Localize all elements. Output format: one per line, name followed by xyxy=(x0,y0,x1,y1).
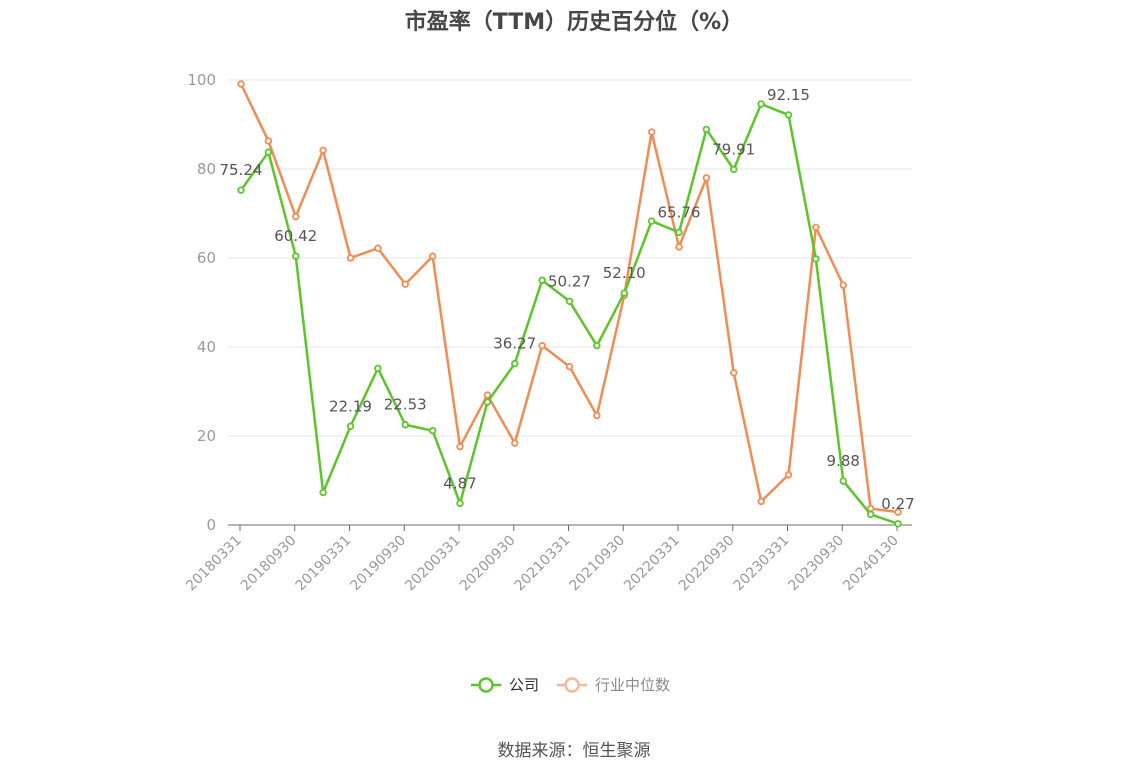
x-tick-label: 20230331 xyxy=(731,533,793,595)
x-tick-label: 20210930 xyxy=(566,533,628,595)
legend-label[interactable]: 行业中位数 xyxy=(595,676,670,694)
data-point xyxy=(456,442,464,451)
data-label: 75.24 xyxy=(220,161,263,179)
x-tick-label: 20220331 xyxy=(621,533,683,595)
data-point xyxy=(264,137,273,145)
y-tick-label: 40 xyxy=(197,338,216,356)
x-tick-label: 20180930 xyxy=(238,533,300,595)
data-label: 36.27 xyxy=(493,335,536,353)
data-point xyxy=(264,148,273,156)
data-point xyxy=(784,111,793,119)
y-tick-label: 80 xyxy=(197,160,216,178)
data-point xyxy=(894,508,902,516)
x-tick-label: 20190331 xyxy=(293,533,355,595)
y-tick-label: 20 xyxy=(197,427,216,445)
data-label: 52.10 xyxy=(603,264,646,282)
data-point xyxy=(237,186,245,194)
y-tick-label: 0 xyxy=(206,516,216,534)
data-point xyxy=(428,426,437,435)
data-label: 92.15 xyxy=(767,86,810,104)
legend-swatch-marker[interactable] xyxy=(564,677,580,693)
data-point xyxy=(894,520,902,528)
data-label: 22.19 xyxy=(329,397,372,415)
x-tick-label: 20230930 xyxy=(785,533,847,595)
data-point xyxy=(319,488,327,497)
legend[interactable]: 公司 行业中位数 xyxy=(471,676,670,694)
x-tick-label: 20200930 xyxy=(457,533,519,595)
data-label: 22.53 xyxy=(384,396,427,414)
data-point xyxy=(511,359,519,368)
data-point xyxy=(374,364,382,373)
data-point xyxy=(757,497,765,506)
series-lines xyxy=(237,80,902,528)
data-point xyxy=(456,499,464,508)
data-point xyxy=(675,243,683,251)
data-point xyxy=(374,244,382,252)
data-label: 50.27 xyxy=(548,272,591,290)
data-point xyxy=(538,276,546,284)
data-point xyxy=(647,217,656,225)
data-point xyxy=(401,421,409,429)
data-point xyxy=(483,398,492,406)
y-tick-label: 100 xyxy=(187,71,216,89)
data-label: 0.27 xyxy=(881,495,914,513)
series-line xyxy=(239,102,899,525)
data-point xyxy=(428,252,437,260)
data-point xyxy=(538,341,546,350)
data-point xyxy=(620,289,628,297)
data-label: 79.91 xyxy=(712,140,755,158)
data-point xyxy=(730,165,738,174)
data-labels: 75.24 60.42 22.19 22.53 4.87 36.27 50.27 52.10 6… xyxy=(220,86,915,513)
chart-title: 市盈率（TTM）历史百分位（%） xyxy=(404,10,744,35)
source-note: 数据来源：恒生聚源 xyxy=(497,741,651,761)
data-point xyxy=(346,422,355,430)
axes: 0 20 40 60 80 100 2018033120180930201903312019… xyxy=(183,71,912,594)
data-point xyxy=(839,477,847,485)
x-tick-label: 20200331 xyxy=(402,533,464,595)
legend-label[interactable]: 公司 xyxy=(509,676,539,694)
y-tick-label: 60 xyxy=(197,249,216,267)
data-point xyxy=(292,252,300,260)
data-point xyxy=(292,212,300,221)
data-point xyxy=(593,341,601,350)
data-point xyxy=(675,228,683,237)
data-point xyxy=(702,174,711,182)
data-point xyxy=(401,280,409,288)
data-point xyxy=(565,297,574,305)
data-label: 60.42 xyxy=(274,227,317,245)
data-point xyxy=(702,125,711,134)
data-point xyxy=(593,411,601,420)
data-point xyxy=(866,510,875,519)
data-label: 65.76 xyxy=(658,203,701,221)
x-tick-label: 20210331 xyxy=(512,533,574,595)
x-tick-label: 20220930 xyxy=(676,533,738,595)
data-label: 4.87 xyxy=(443,474,476,492)
data-point xyxy=(757,100,765,108)
data-point xyxy=(511,439,519,447)
data-point xyxy=(237,80,245,88)
data-point xyxy=(812,223,820,231)
data-point xyxy=(346,254,355,262)
x-tick-label: 20180331 xyxy=(183,533,245,595)
data-point xyxy=(483,391,492,399)
x-tick-label: 20190930 xyxy=(347,533,409,595)
data-point xyxy=(812,255,820,263)
data-label: 9.88 xyxy=(827,452,860,470)
data-point xyxy=(647,128,656,136)
legend-swatch-marker[interactable] xyxy=(478,677,494,693)
grid-lines xyxy=(228,79,912,437)
data-point xyxy=(839,281,847,289)
x-tick-label: 20240130 xyxy=(840,533,902,595)
data-point xyxy=(730,369,738,377)
data-point xyxy=(319,146,327,155)
data-point xyxy=(565,362,574,371)
data-point xyxy=(784,471,793,479)
